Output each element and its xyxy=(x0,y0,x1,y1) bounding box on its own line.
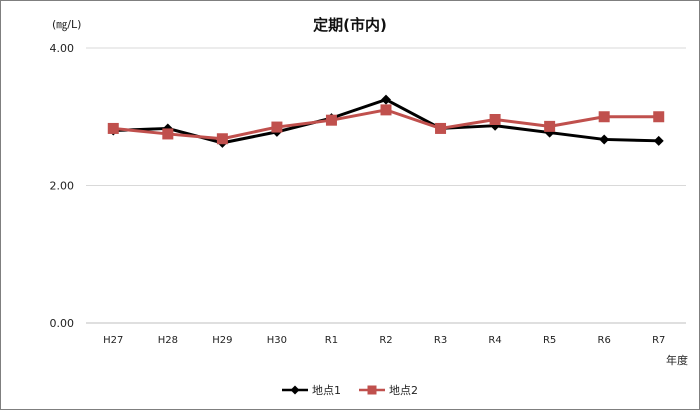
legend-label-series-1: 地点1 xyxy=(312,384,341,397)
series-1-point-9 xyxy=(599,134,610,145)
x-tick-label-h29: H29 xyxy=(212,335,232,346)
y-tick-label-0: 0.00 xyxy=(50,317,75,330)
series-1-point-5 xyxy=(381,94,391,105)
legend: 地点1 地点2 xyxy=(0,382,700,398)
series-2-point-3 xyxy=(271,121,283,133)
series-2-point-6 xyxy=(435,122,447,134)
x-tick-label-r1: R1 xyxy=(325,335,338,346)
x-tick-label-r7: R7 xyxy=(652,335,665,346)
x-tick-label-r3: R3 xyxy=(434,335,447,346)
series-2-point-8 xyxy=(544,120,556,132)
x-tick-label-r4: R4 xyxy=(488,335,501,346)
series-2-point-10 xyxy=(653,111,665,123)
series-2-point-5 xyxy=(380,104,392,116)
series-2-point-2 xyxy=(216,133,228,145)
x-tick-label-r2: R2 xyxy=(379,335,392,346)
x-tick-label-h30: H30 xyxy=(267,335,287,346)
series-2-point-4 xyxy=(325,114,337,126)
series-1-point-10 xyxy=(653,135,664,146)
x-tick-label-r5: R5 xyxy=(543,335,556,346)
legend-swatch-series-2 xyxy=(359,385,385,395)
series-2-point-7 xyxy=(489,114,501,125)
x-axis-title: 年度 xyxy=(666,354,688,367)
legend-label-series-2: 地点2 xyxy=(389,384,418,397)
series-2-point-1 xyxy=(162,128,174,140)
chart-title: 定期(市内) xyxy=(313,16,387,34)
legend-swatch-series-1 xyxy=(282,385,308,395)
x-tick-label-h28: H28 xyxy=(158,335,178,346)
series-2-point-0 xyxy=(107,122,119,134)
x-tick-label-h27: H27 xyxy=(103,335,123,346)
y-tick-label-2: 4.00 xyxy=(50,42,75,55)
y-unit-label: (㎎/L) xyxy=(52,18,82,31)
x-tick-label-r6: R6 xyxy=(598,335,611,346)
legend-item-series-1: 地点1 xyxy=(282,382,341,398)
legend-item-series-2: 地点2 xyxy=(359,382,418,398)
series-2-point-9 xyxy=(598,111,610,123)
y-tick-label-1: 2.00 xyxy=(50,180,75,193)
